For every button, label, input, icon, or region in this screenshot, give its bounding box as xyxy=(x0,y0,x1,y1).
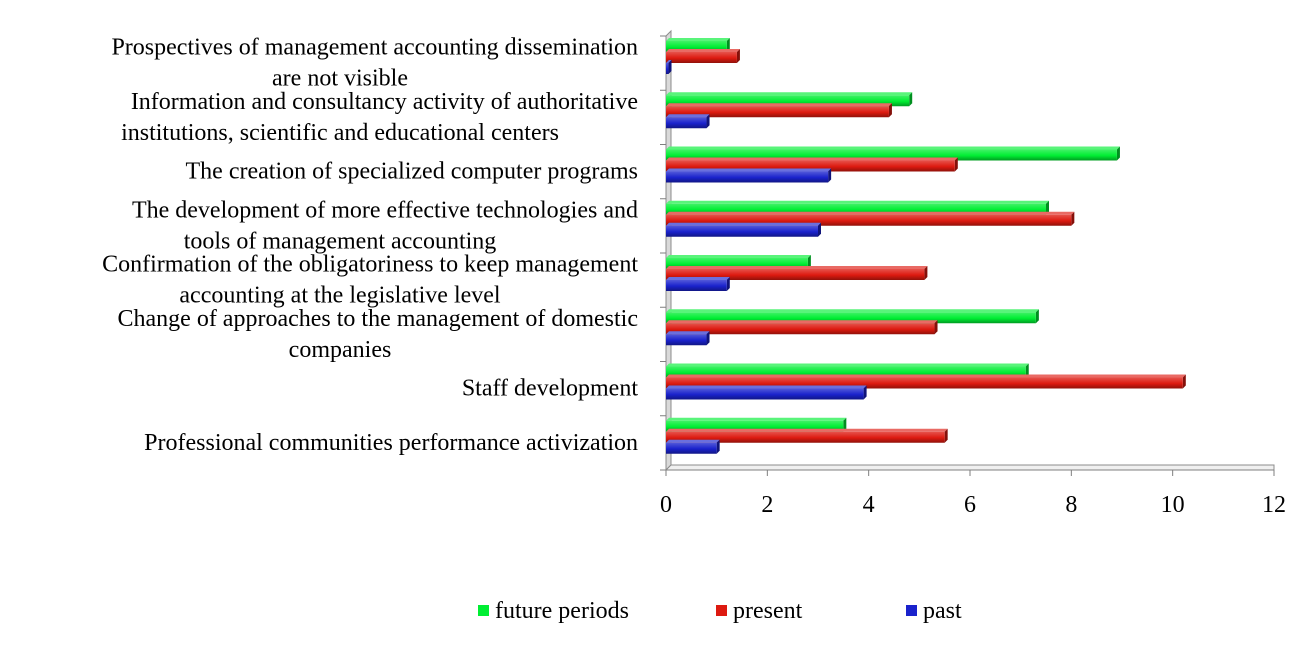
x-tick-label: 4 xyxy=(863,492,875,518)
category-label: The creation of specialized computer pro… xyxy=(186,159,638,185)
x-tick-label: 8 xyxy=(1065,492,1077,518)
x-tick-labels: 0 2 4 6 8 10 12 xyxy=(660,492,1286,518)
bar-past-7 xyxy=(666,439,720,454)
x-axis-floor xyxy=(664,464,1275,471)
bar-past-1 xyxy=(666,114,710,129)
category-label: Change of approaches to the management o… xyxy=(118,306,639,363)
category-label: Confirmation of the obligatoriness to ke… xyxy=(102,252,638,309)
bar-present-1 xyxy=(666,103,892,118)
legend-swatch xyxy=(478,605,489,616)
bar-past-4 xyxy=(666,277,730,291)
legend: future periods present past xyxy=(478,598,962,624)
bar-future-periods-3 xyxy=(666,200,1049,215)
x-tick-label: 12 xyxy=(1262,492,1286,518)
bar-future-periods-4 xyxy=(666,255,811,269)
legend-label: present xyxy=(733,598,803,624)
bar-present-6 xyxy=(666,374,1186,389)
axes xyxy=(660,29,1275,476)
bar-past-3 xyxy=(666,222,821,237)
bar-future-periods-6 xyxy=(666,363,1029,378)
bar-present-2 xyxy=(666,157,958,172)
bar-future-periods-1 xyxy=(666,92,913,107)
category-labels: Prospectives of management accounting di… xyxy=(102,35,638,456)
legend-item-present: present xyxy=(716,598,803,624)
category-label: Prospectives of management accounting di… xyxy=(111,35,638,92)
category-label: Professional communities performance act… xyxy=(144,430,638,456)
bar-past-6 xyxy=(666,385,867,400)
bar-future-periods-7 xyxy=(666,417,847,432)
legend-swatch xyxy=(716,605,727,616)
bar-present-4 xyxy=(666,266,928,280)
category-label: The development of more effective techno… xyxy=(132,197,638,254)
bar-future-periods-0 xyxy=(666,38,730,52)
bar-present-3 xyxy=(666,211,1075,226)
bar-past-5 xyxy=(666,331,710,346)
x-tick-label: 10 xyxy=(1161,492,1185,518)
legend-item-past: past xyxy=(906,598,962,624)
legend-label: future periods xyxy=(495,598,629,624)
category-label: Staff development xyxy=(462,376,639,402)
legend-item-future-periods: future periods xyxy=(478,598,629,624)
bars xyxy=(666,38,1186,454)
bar-past-0 xyxy=(666,60,672,74)
bar-future-periods-2 xyxy=(666,146,1120,161)
category-label: Information and consultancy activity of … xyxy=(121,89,638,146)
legend-swatch xyxy=(906,605,917,616)
bar-present-7 xyxy=(666,428,948,443)
x-tick-label: 0 xyxy=(660,492,672,518)
legend-label: past xyxy=(923,598,962,624)
x-tick-label: 6 xyxy=(964,492,976,518)
bar-past-2 xyxy=(666,168,832,183)
x-tick-label: 2 xyxy=(761,492,773,518)
bar-future-periods-5 xyxy=(666,309,1039,324)
bar-present-0 xyxy=(666,49,740,63)
bar-present-5 xyxy=(666,320,938,335)
